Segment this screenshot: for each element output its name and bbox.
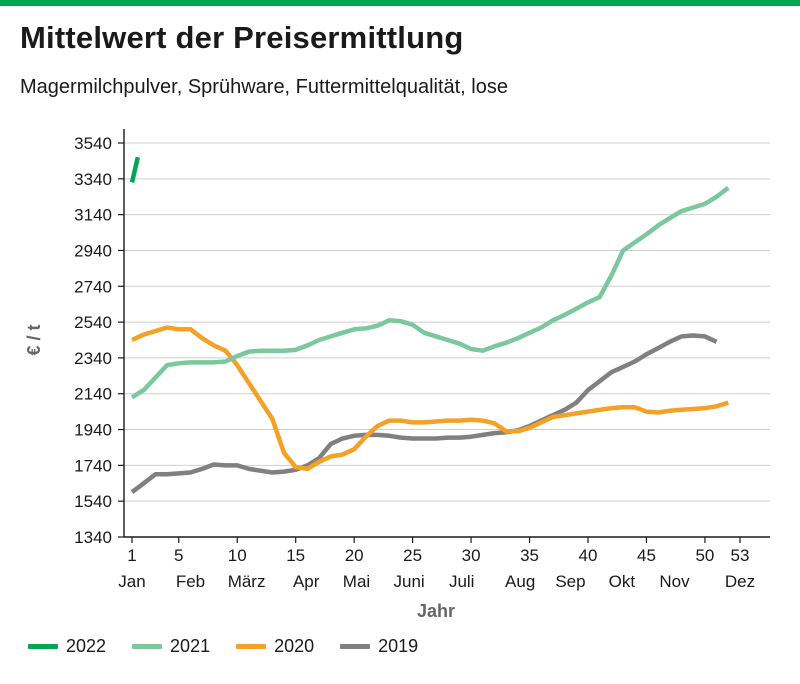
legend-label-2021: 2021: [170, 636, 211, 656]
y-tick-label: 2340: [74, 349, 112, 368]
month-label: Aug: [505, 572, 535, 591]
y-axis-title: € / t: [24, 324, 44, 355]
legend-swatch-2021: [132, 644, 163, 649]
x-axis-ticks: 1 5 10 15 20 25 30 35 40 45 50 53: [127, 537, 749, 565]
y-tick-label: 3340: [74, 170, 112, 189]
legend-swatch-2022: [28, 644, 58, 649]
series-line-2022: [129, 156, 140, 183]
month-label: Okt: [609, 572, 636, 591]
y-tick-label: 2540: [74, 313, 112, 332]
month-label: Apr: [293, 572, 320, 591]
legend-item-2019: 2019: [340, 636, 418, 657]
month-label: Nov: [659, 572, 690, 591]
y-tick-label: 1340: [74, 528, 112, 547]
x-axis-title: Jahr: [417, 601, 455, 621]
x-tick-label: 20: [345, 546, 364, 565]
month-label: Feb: [176, 572, 205, 591]
x-tick-label: 45: [637, 546, 656, 565]
month-labels: Jan Feb März Apr Mai Juni Juli Aug Sep Okt Nov Dez: [118, 572, 755, 591]
legend-label-2019: 2019: [378, 636, 419, 656]
legend-swatch-2020: [236, 644, 267, 649]
y-tick-label: 1740: [74, 456, 112, 475]
x-tick-label: 30: [462, 546, 481, 565]
legend-item-2021: 2021: [132, 636, 210, 657]
month-label: Jan: [118, 572, 145, 591]
y-tick-label: 3140: [74, 206, 112, 225]
month-label: Juli: [449, 572, 475, 591]
chart-title: Mittelwert der Preisermittlung: [20, 20, 464, 55]
y-tick-label: 1540: [74, 492, 112, 511]
month-label: Juni: [394, 572, 425, 591]
month-label: Dez: [725, 572, 755, 591]
x-tick-label: 15: [286, 546, 305, 565]
legend-label-2020: 2020: [274, 636, 315, 656]
y-tick-label: 2740: [74, 277, 112, 296]
x-tick-label: 53: [731, 546, 750, 565]
legend: 2022 2021 2020 2019: [28, 636, 444, 657]
legend-swatch-2019: [340, 644, 371, 649]
y-tick-label: 2140: [74, 385, 112, 404]
x-tick-label: 35: [520, 546, 539, 565]
x-tick-label: 50: [695, 546, 714, 565]
x-tick-label: 40: [579, 546, 598, 565]
month-label: März: [228, 572, 266, 591]
x-tick-label: 1: [127, 546, 136, 565]
series-lines: [129, 156, 730, 494]
top-accent-bar: [0, 0, 800, 6]
legend-item-2020: 2020: [236, 636, 314, 657]
x-tick-label: 10: [228, 546, 247, 565]
x-tick-label: 25: [403, 546, 422, 565]
legend-label-2022: 2022: [66, 636, 107, 656]
chart-subtitle: Magermilchpulver, Sprühware, Futtermitte…: [20, 76, 508, 98]
series-line-2021: [130, 186, 730, 400]
series-line-2020: [131, 325, 729, 472]
month-label: Sep: [555, 572, 585, 591]
y-tick-label: 1940: [74, 421, 112, 440]
x-tick-label: 5: [174, 546, 183, 565]
legend-item-2022: 2022: [28, 636, 106, 657]
month-label: Mai: [343, 572, 370, 591]
series-line-2019: [130, 333, 718, 494]
y-tick-label: 3540: [74, 134, 112, 153]
y-axis-ticks: 1340 1540 1740 1940 2140 2340 2540 2740 2940 3140…: [74, 134, 124, 547]
y-tick-label: 2940: [74, 241, 112, 260]
